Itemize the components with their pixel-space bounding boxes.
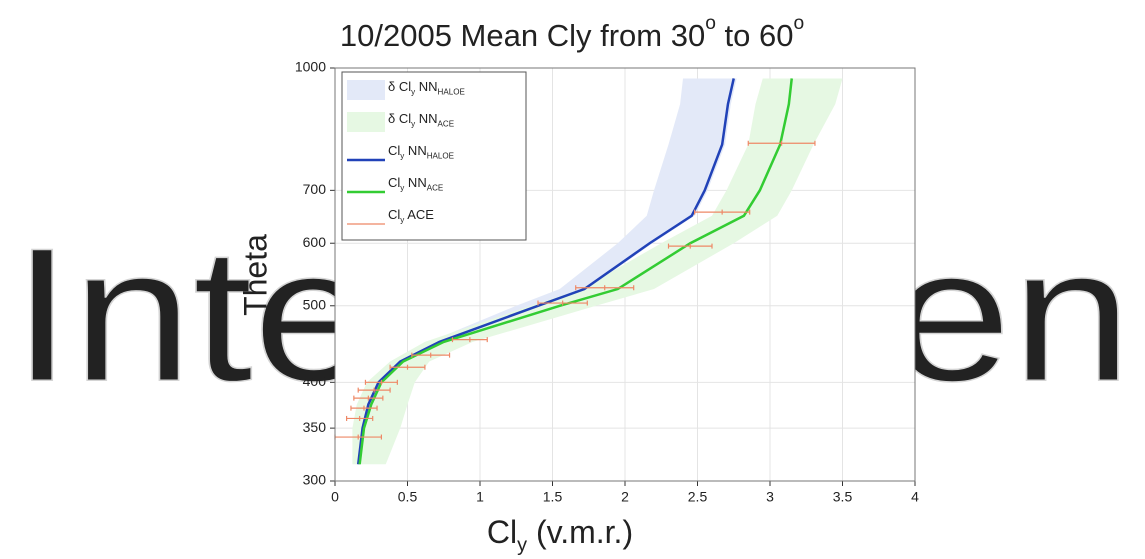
y-tick-label: 350 <box>303 419 327 435</box>
legend-label-part: NN <box>415 79 437 94</box>
legend-label-part: NN <box>415 111 437 126</box>
legend-label-part: NN <box>404 175 426 190</box>
chart-title-part: to 60 <box>716 18 794 53</box>
x-axis-label: Cly (v.m.r.) <box>487 514 633 556</box>
legend-label-part: ACE <box>404 207 434 222</box>
legend-label-part: Cl <box>388 143 400 158</box>
y-tick-label: 1000 <box>295 59 326 75</box>
legend-label: Cly NNHALOE <box>388 143 455 160</box>
legend-label-part: δ Cl <box>388 79 411 94</box>
chart-title-part: o <box>705 13 716 34</box>
error-bar <box>346 415 374 421</box>
uncertainty-band <box>355 78 737 465</box>
y-tick-label: 300 <box>303 472 327 488</box>
legend-label-part: NN <box>404 143 426 158</box>
legend-label-part: y <box>411 120 415 129</box>
legend-label-part: δ Cl <box>388 111 411 126</box>
x-tick-label: 1 <box>476 489 484 505</box>
x-tick-label: 0.5 <box>398 489 418 505</box>
x-tick-label: 1.5 <box>543 489 563 505</box>
y-axis-label: Theta <box>237 234 273 316</box>
error-bar <box>575 285 635 291</box>
legend-label-part: y <box>400 152 404 161</box>
y-tick-label: 400 <box>303 373 327 389</box>
error-bar <box>350 405 378 411</box>
legend-label: δ Cly NNACE <box>388 111 455 128</box>
legend-label-part: y <box>400 184 404 193</box>
legend-label-part: HALOE <box>438 88 466 97</box>
error-bar <box>411 352 451 358</box>
x-tick-label: 0 <box>331 489 339 505</box>
chart-title-part: o <box>793 13 804 34</box>
chart-title: 10/2005 Mean Cly from 30o to 60o <box>340 13 804 53</box>
x-axis-label-part: (v.m.r.) <box>527 514 633 550</box>
error-bar <box>537 300 588 306</box>
error-bar <box>451 337 488 343</box>
legend-label: Cly NNACE <box>388 175 444 192</box>
x-tick-label: 2.5 <box>688 489 708 505</box>
error-bar <box>667 243 713 249</box>
legend-label: δ Cly NNHALOE <box>388 79 465 96</box>
line <box>358 78 793 465</box>
legend-label-part: ACE <box>427 184 444 193</box>
legend-label: Cly ACE <box>388 207 434 224</box>
legend-label-part: HALOE <box>427 152 455 161</box>
error-bar <box>747 140 816 146</box>
legend-swatch <box>347 80 385 100</box>
y-tick-label: 600 <box>303 234 327 250</box>
line <box>356 78 735 465</box>
x-tick-label: 3.5 <box>833 489 853 505</box>
error-bar <box>357 387 391 393</box>
error-bar <box>389 364 426 370</box>
x-tick-label: 2 <box>621 489 629 505</box>
x-tick-label: 4 <box>911 489 919 505</box>
x-axis-label-part: Cl <box>487 514 517 550</box>
y-tick-label: 500 <box>303 296 327 312</box>
legend-swatch <box>347 112 385 132</box>
error-bar <box>693 209 751 215</box>
error-bar <box>353 395 384 401</box>
uncertainty-band <box>352 78 843 465</box>
x-axis-label-part: y <box>517 534 527 556</box>
y-tick-label: 700 <box>303 181 327 197</box>
plot-frame <box>334 67 916 482</box>
error-bar <box>364 379 398 385</box>
legend-label-part: ACE <box>438 120 455 129</box>
legend-label-part: y <box>400 216 404 225</box>
chart-title-part: 10/2005 Mean Cly from 30 <box>340 18 705 53</box>
legend-label-part: Cl <box>388 207 400 222</box>
legend-label-part: Cl <box>388 175 400 190</box>
x-tick-label: 3 <box>766 489 774 505</box>
legend-label-part: y <box>411 88 415 97</box>
